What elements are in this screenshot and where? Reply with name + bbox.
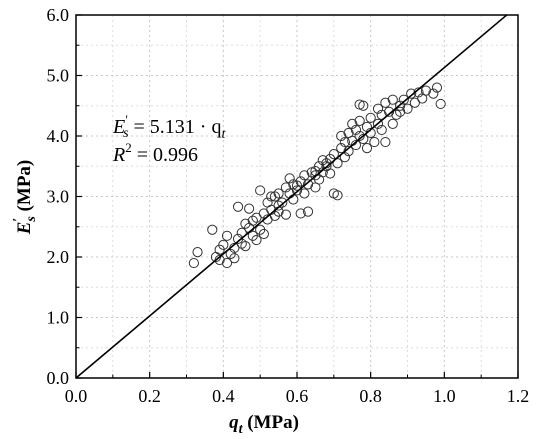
fit-line	[75, 14, 508, 379]
y-tick-label: 1.0	[47, 308, 70, 328]
data-point	[380, 136, 391, 148]
data-point	[221, 230, 233, 241]
x-tick-label: 0.8	[359, 386, 382, 406]
data-point	[402, 103, 413, 114]
data-point	[247, 215, 258, 226]
y-tick-label: 3.0	[47, 187, 70, 207]
data-point	[207, 224, 218, 235]
data-point	[273, 200, 284, 211]
data-point	[244, 203, 255, 214]
data-point	[369, 136, 380, 148]
data-point	[431, 82, 443, 93]
data-point	[277, 197, 288, 208]
data-point	[336, 143, 347, 154]
data-point	[291, 185, 303, 196]
data-point	[280, 209, 292, 220]
data-point	[284, 173, 295, 184]
data-point	[328, 149, 339, 160]
data-point	[218, 239, 229, 250]
data-point	[347, 118, 358, 130]
data-point	[350, 124, 362, 136]
data-point	[240, 241, 251, 252]
x-tick-label: 0.4	[212, 386, 235, 406]
data-point	[273, 188, 284, 199]
data-point	[383, 106, 395, 117]
x-tick-label: 1.2	[507, 386, 530, 406]
data-point	[317, 167, 328, 178]
data-point	[302, 206, 314, 217]
data-point	[365, 112, 376, 123]
y-tick-label: 2.0	[47, 247, 70, 267]
data-point	[192, 247, 203, 258]
data-point	[247, 230, 258, 241]
r-squared-line: R2 = 0.996	[112, 140, 198, 166]
y-axis-title: E′s (MPa)	[11, 160, 39, 236]
data-point	[354, 115, 365, 126]
data-point	[332, 190, 343, 201]
plot-frame	[75, 14, 519, 379]
data-point	[325, 168, 336, 179]
x-tick-label: 0.6	[286, 386, 309, 406]
data-point	[395, 100, 406, 111]
data-point	[391, 109, 402, 120]
data-point	[420, 85, 432, 96]
y-tick-label: 6.0	[47, 5, 70, 25]
data-point	[354, 99, 365, 110]
x-tick-label: 0.2	[138, 386, 161, 406]
tick-labels: 0.0 0.2 0.4 0.6 0.8 1.0 1.2 0.0 1.0 2.0 3.0 4.0 5.0 6…	[47, 5, 530, 406]
data-point	[376, 124, 387, 136]
data-point	[302, 179, 314, 190]
y-tick-label: 0.0	[47, 368, 70, 388]
data-point	[255, 185, 266, 196]
data-point	[229, 253, 240, 264]
y-tick-label: 5.0	[47, 66, 70, 86]
data-point	[295, 208, 306, 219]
data-point	[380, 97, 391, 108]
data-point	[395, 106, 406, 117]
data-point	[361, 121, 373, 133]
data-point	[387, 94, 398, 105]
data-point	[280, 182, 292, 193]
data-point	[361, 143, 373, 154]
data-point	[291, 180, 303, 191]
fit-line-group	[75, 14, 508, 379]
data-point	[372, 103, 384, 114]
data-point	[398, 94, 409, 105]
data-point	[406, 88, 417, 99]
x-tick-label: 0.0	[65, 386, 88, 406]
data-point	[317, 155, 328, 166]
data-point	[435, 98, 446, 110]
x-axis-title: qt (MPa)	[229, 412, 299, 437]
data-point	[299, 188, 310, 199]
x-tick-label: 1.0	[433, 386, 456, 406]
data-point	[372, 118, 384, 130]
data-point	[339, 136, 350, 148]
data-point	[336, 130, 347, 142]
y-tick-label: 4.0	[47, 126, 70, 146]
data-point	[428, 88, 439, 99]
data-point	[266, 191, 277, 202]
data-point	[258, 228, 269, 240]
data-point	[339, 152, 350, 163]
data-point	[299, 170, 310, 181]
data-point	[232, 201, 244, 212]
grid	[76, 15, 518, 378]
data-point	[269, 191, 280, 202]
data-point	[221, 257, 233, 269]
data-point	[188, 257, 199, 269]
data-point	[387, 118, 398, 130]
equation-line: E′ s = 5.131 · qt	[112, 112, 226, 142]
